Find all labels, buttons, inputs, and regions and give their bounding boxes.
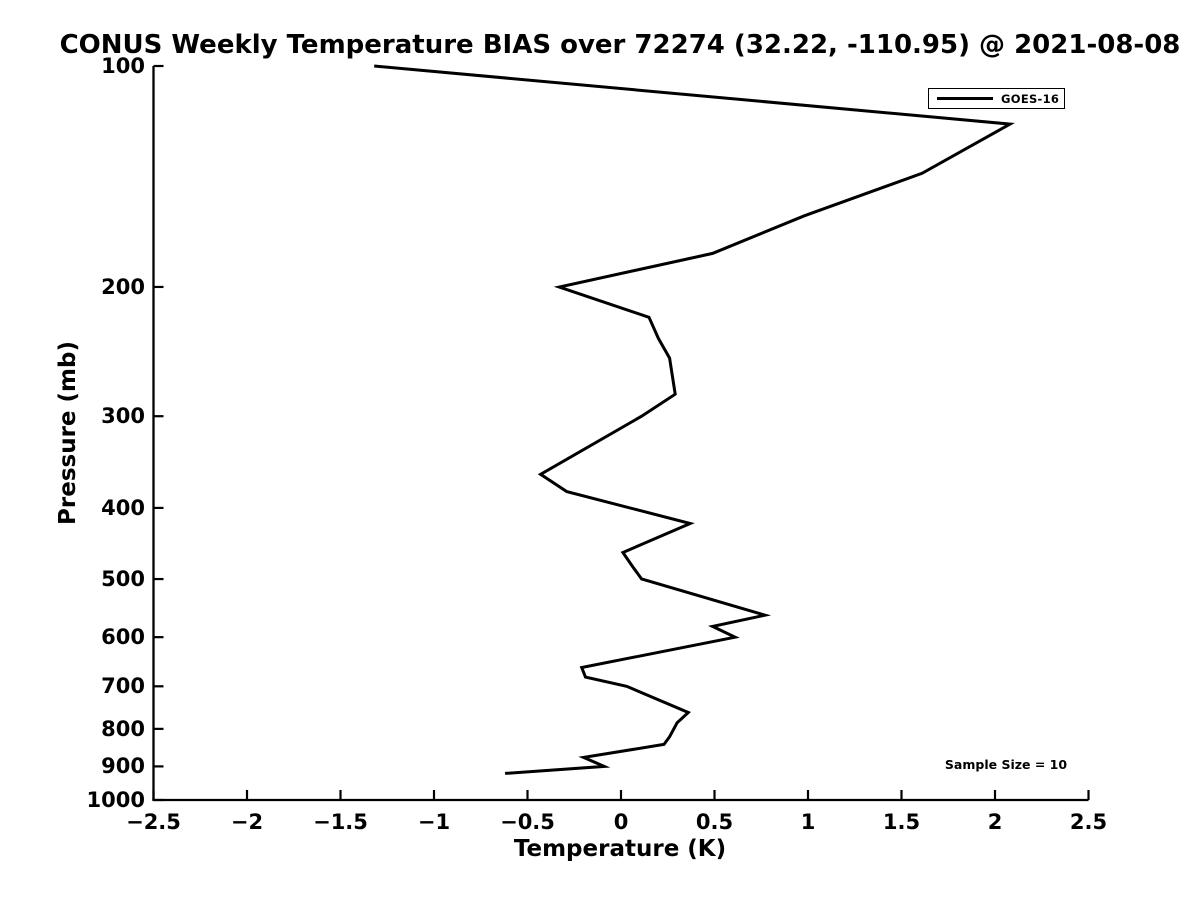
x-tick-label: −2 xyxy=(230,810,264,834)
x-tick-label: 2 xyxy=(987,810,1003,834)
x-tick-label: 2.5 xyxy=(1069,810,1108,834)
sample-size-annotation: Sample Size = 10 xyxy=(944,757,1068,772)
y-tick-label: 500 xyxy=(101,567,145,592)
legend-line-sample xyxy=(937,97,993,100)
x-tick-label: 1.5 xyxy=(882,810,921,834)
x-tick-label: 1 xyxy=(800,810,816,834)
y-tick-label: 600 xyxy=(101,625,145,650)
x-axis-label: Temperature (K) xyxy=(513,836,727,862)
legend-label: GOES-16 xyxy=(1001,91,1060,106)
y-tick-label: 900 xyxy=(101,754,145,779)
y-tick-label: 100 xyxy=(101,54,145,78)
x-tick-label: 0.5 xyxy=(695,810,734,834)
bias-profile-line-goes-16 xyxy=(374,64,1015,775)
y-tick-label: 1000 xyxy=(86,788,145,812)
y-tick-label: 200 xyxy=(101,274,145,299)
x-tick-label: −2.5 xyxy=(126,810,181,834)
x-tick-label: 0 xyxy=(613,810,629,834)
chart-title: CONUS Weekly Temperature BIAS over 72274… xyxy=(59,30,1181,60)
y-tick-label: 700 xyxy=(101,674,145,699)
x-tick-label: −0.5 xyxy=(500,810,555,834)
y-tick-label: 800 xyxy=(101,716,145,741)
x-tick-label: −1.5 xyxy=(313,810,368,834)
y-tick-label: 400 xyxy=(101,495,145,520)
y-tick-label: 300 xyxy=(101,404,145,429)
legend: GOES-16 xyxy=(928,88,1065,109)
x-tick-label: −1 xyxy=(417,810,451,834)
